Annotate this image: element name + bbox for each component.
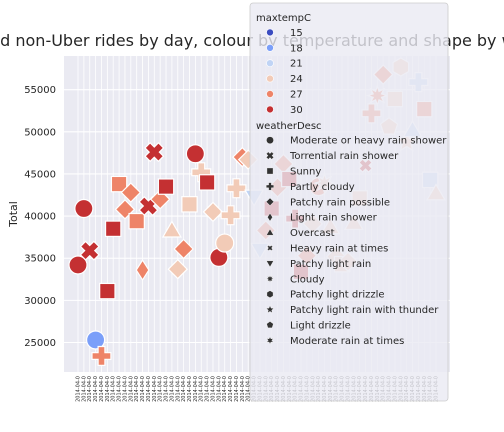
y-tick-label: 40000 [24,212,56,223]
data-point [106,221,121,236]
legend-hue-title: maxtempC [256,13,311,24]
legend-hue-swatch [267,106,274,113]
legend-hue-label: 30 [290,105,303,116]
legend-style-label: Torrential rain shower [289,151,399,162]
legend-hue-swatch [267,44,274,51]
legend-style-marker [267,291,273,298]
legend-style-label: Cloudy [290,274,325,285]
data-point [75,200,93,218]
data-point [129,214,144,229]
legend-hue-swatch [267,60,274,67]
legend: maxtempC 15 18 21 24 27 30 weatherDesc Moderate … [250,3,448,401]
legend-style-marker [266,275,274,283]
y-tick-label: 35000 [24,254,56,265]
legend-hue-label: 18 [290,43,303,54]
legend-hue-swatch [267,91,274,98]
legend-hue-label: 24 [290,74,303,85]
data-point [186,145,204,163]
y-tick-label: 55000 [24,85,56,96]
data-point [182,197,197,212]
legend-style-title: weatherDesc [256,121,322,132]
legend-style-label: Patchy light rain with thunder [290,305,439,316]
y-tick-label: 25000 [24,338,56,349]
legend-style-label: Moderate or heavy rain shower [290,136,447,147]
y-tick-label: 45000 [24,169,56,180]
legend-style-label: Light rain shower [290,213,378,224]
data-point [158,179,173,194]
legend-style-label: Patchy rain possible [290,197,390,208]
legend-hue-label: 15 [290,28,303,39]
legend-style-label: Patchy light drizzle [290,290,385,301]
legend-style-label: Heavy rain at times [290,244,388,255]
y-axis-label: Total [7,201,20,228]
legend-hue-label: 27 [290,90,303,101]
legend-hue-swatch [267,29,274,36]
data-point [216,234,234,252]
legend-hue-label: 21 [290,59,303,70]
y-tick-label: 30000 [24,296,56,307]
legend-hue-swatch [267,75,274,82]
y-axis: 25000 30000 35000 40000 45000 50000 55000 [24,85,56,349]
legend-style-marker [267,168,273,174]
data-point [100,283,115,298]
data-point [199,175,214,190]
legend-style-label: Patchy light rain [290,259,371,270]
legend-style-label: Overcast [290,228,335,239]
legend-style-label: Moderate rain at times [290,336,404,347]
legend-style-marker [266,137,273,144]
legend-style-label: Light drizzle [290,321,351,332]
legend-style-label: Partly cloudy [290,182,355,193]
y-tick-label: 50000 [24,127,56,138]
legend-style-label: Sunny [290,167,321,178]
